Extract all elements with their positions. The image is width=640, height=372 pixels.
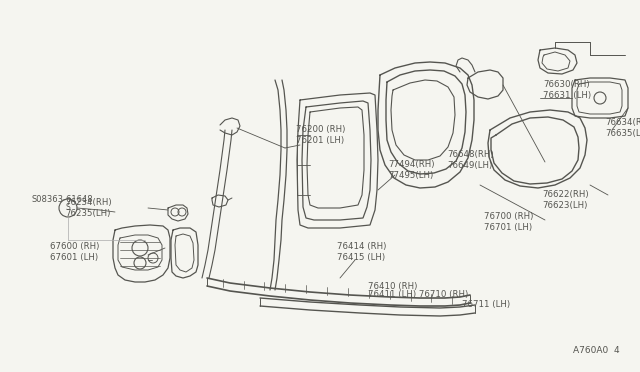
Text: 76622(RH)
76623(LH): 76622(RH) 76623(LH) [542,190,589,210]
Text: 76234(RH)
76235(LH): 76234(RH) 76235(LH) [65,198,111,218]
Text: S08363-61648: S08363-61648 [32,196,93,205]
Text: 76411 (LH) 76710 (RH): 76411 (LH) 76710 (RH) [368,291,468,299]
Text: S: S [66,203,70,212]
Text: 67600 (RH)
67601 (LH): 67600 (RH) 67601 (LH) [50,242,99,262]
Text: A760A0  4: A760A0 4 [573,346,620,355]
Text: 76700 (RH)
76701 (LH): 76700 (RH) 76701 (LH) [484,212,533,232]
Text: 76648(RH)
76649(LH): 76648(RH) 76649(LH) [447,150,493,170]
Text: 76711 (LH): 76711 (LH) [462,301,510,310]
Text: 76410 (RH): 76410 (RH) [368,282,417,291]
Text: 76200 (RH)
76201 (LH): 76200 (RH) 76201 (LH) [296,125,346,145]
Text: 76414 (RH)
76415 (LH): 76414 (RH) 76415 (LH) [337,242,387,262]
Text: 76630(RH)
76631 (LH): 76630(RH) 76631 (LH) [543,80,591,100]
Text: 76634(RH)
76635(LH): 76634(RH) 76635(LH) [605,118,640,138]
Text: 77494(RH)
77495(LH): 77494(RH) 77495(LH) [388,160,435,180]
